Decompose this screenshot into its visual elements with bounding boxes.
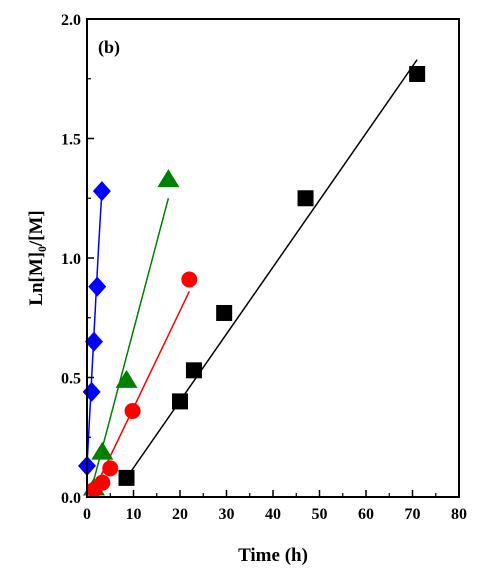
- x-tick-label: 80: [451, 506, 467, 523]
- data-point-circle: [181, 271, 198, 288]
- panel-label: (b): [98, 37, 120, 58]
- data-point-square: [118, 469, 135, 486]
- data-point-square: [297, 190, 314, 207]
- fit-line-square: [125, 59, 418, 479]
- x-tick-label: 40: [265, 506, 281, 523]
- data-point-triangle: [157, 169, 180, 188]
- fit-lines: [86, 59, 418, 498]
- y-tick-label: 1.5: [61, 132, 81, 149]
- x-tick-label: 50: [312, 506, 328, 523]
- y-tick-label: 2.0: [61, 12, 81, 29]
- x-tick-label: 0: [83, 506, 91, 523]
- y-tick-label: 0.0: [61, 490, 81, 507]
- data-point-diamond: [82, 381, 101, 402]
- x-tick-label: 70: [405, 506, 421, 523]
- x-tick-label: 20: [172, 506, 188, 523]
- y-axis-label: Ln[M]₀/[M]: [26, 210, 47, 305]
- plot-frame: [86, 18, 460, 498]
- data-point-circle: [124, 402, 141, 419]
- data-point-square: [185, 362, 202, 379]
- data-point-triangle: [91, 441, 114, 460]
- data-point-triangle: [115, 369, 138, 388]
- data-point-square: [216, 304, 233, 321]
- y-tick-label: 1.0: [61, 251, 81, 268]
- data-point-diamond: [92, 181, 111, 202]
- x-tick-label: 60: [358, 506, 374, 523]
- fit-line-diamond: [86, 191, 103, 466]
- axis-ticks: 0 10 20 30 40 50 60 70 80 0.0 0.5 1.0 1.5 2.0: [61, 12, 467, 523]
- x-tick-label: 10: [126, 506, 142, 523]
- data-point-circle: [102, 460, 119, 477]
- x-tick-label: 30: [219, 506, 235, 523]
- data-point-circle: [94, 474, 111, 491]
- x-axis-label: Time (h): [238, 545, 308, 566]
- data-point-square: [172, 393, 188, 410]
- data-markers: [78, 65, 426, 498]
- data-point-square: [409, 65, 426, 82]
- y-tick-label: 0.5: [61, 371, 81, 388]
- data-point-diamond: [84, 331, 103, 352]
- data-point-diamond: [88, 276, 107, 297]
